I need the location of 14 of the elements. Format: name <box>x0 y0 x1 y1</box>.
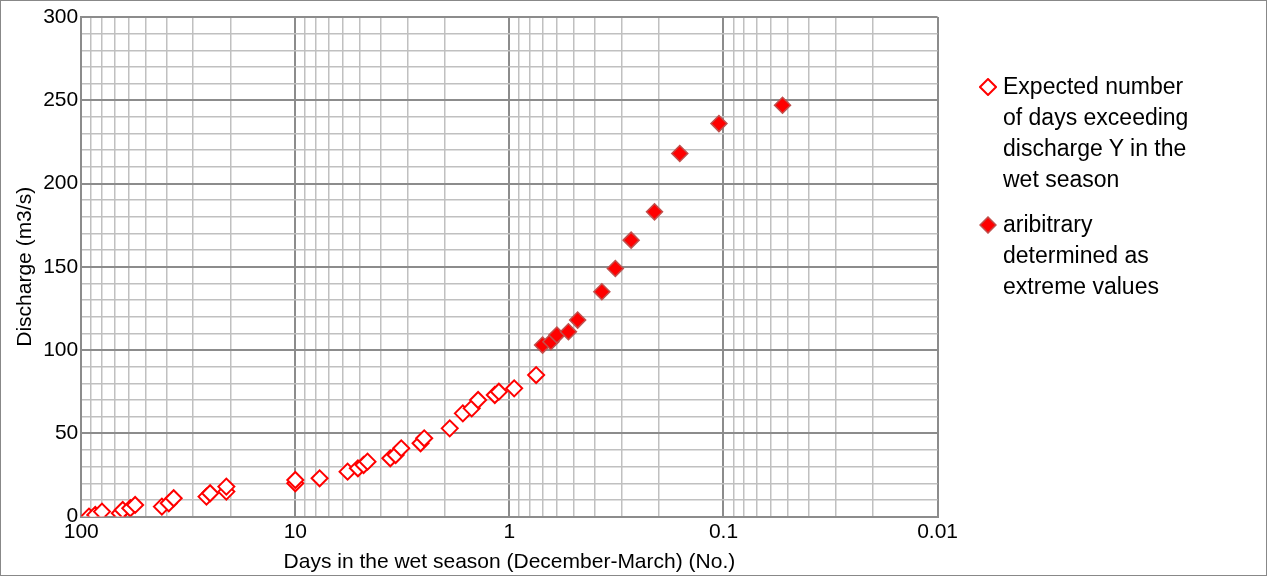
x-tick-label: 0.01 <box>917 519 958 542</box>
y-tick-label: 100 <box>43 336 79 360</box>
y-tick-label: 200 <box>43 170 79 194</box>
y-tick-label: 250 <box>43 87 79 111</box>
y-tick-label: 50 <box>54 420 79 444</box>
x-axis-title: Days in the wet season (December-March) (No.) <box>283 549 736 573</box>
x-tick-label: 0.1 <box>708 519 739 542</box>
y-tick-label: 150 <box>43 253 79 277</box>
x-tick-label: 1 <box>503 519 516 542</box>
legend-label: Expected number of days exceeding discharge Y in the wet season <box>1003 72 1190 194</box>
y-tick-label: 300 <box>43 3 79 27</box>
x-tick-label: 10 <box>283 519 307 542</box>
y-axis-title: Discharge (m3/s) <box>12 186 36 347</box>
legend-label: aribitrary determined as extreme values <box>1003 210 1160 301</box>
